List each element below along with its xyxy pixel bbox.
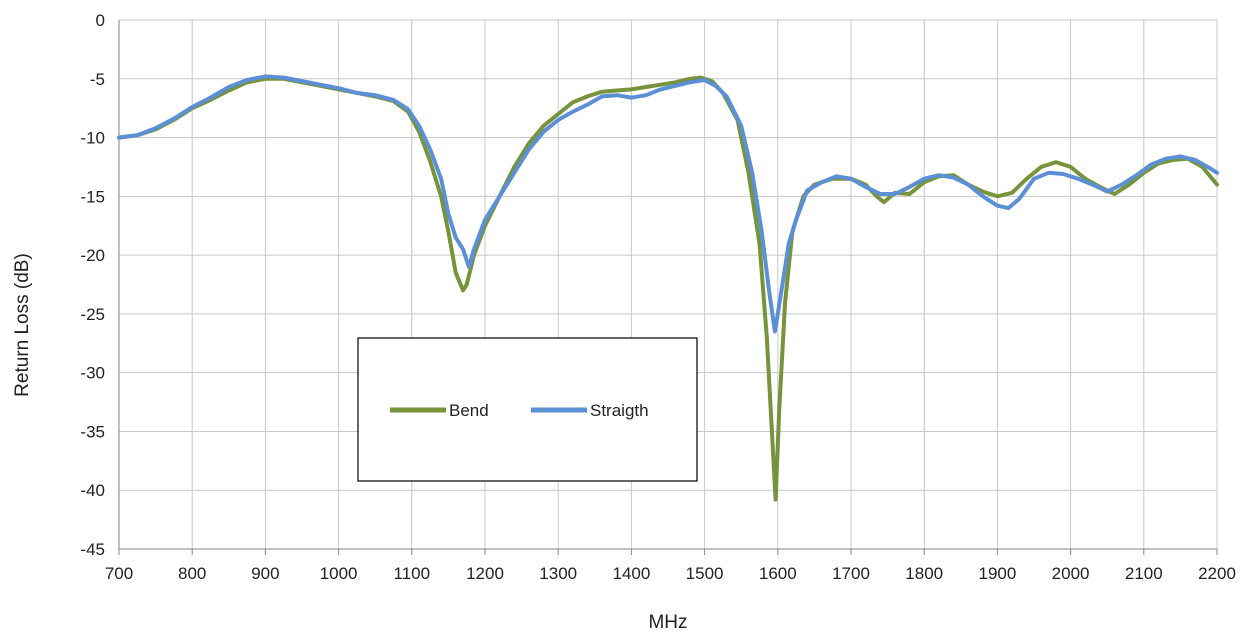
x-tick-label: 700 <box>105 564 133 583</box>
x-tick-label: 1500 <box>686 564 724 583</box>
x-tick-label: 800 <box>178 564 206 583</box>
y-tick-label: -15 <box>80 187 105 206</box>
x-tick-label: 1100 <box>394 564 431 583</box>
x-tick-label: 1400 <box>612 564 650 583</box>
y-tick-label: -45 <box>80 540 105 559</box>
x-tick-label: 1000 <box>320 564 358 583</box>
y-tick-label: -25 <box>80 305 105 324</box>
x-tick-label: 1800 <box>905 564 943 583</box>
x-tick-label: 1600 <box>759 564 797 583</box>
x-tick-labels: 700 800 900 1000 1100 1200 1300 1400 1500 1600 170… <box>105 564 1236 583</box>
y-tick-label: -40 <box>80 481 105 500</box>
x-tick-label: 2100 <box>1125 564 1163 583</box>
series-line-straigth <box>117 74 1219 334</box>
series-lines <box>117 74 1219 502</box>
y-tick-label: -20 <box>80 246 105 265</box>
y-tick-label: 0 <box>96 11 105 30</box>
y-tick-label: -35 <box>80 422 105 441</box>
x-tick-label: 1300 <box>539 564 577 583</box>
x-tick-label: 2000 <box>1052 564 1090 583</box>
x-tick-label: 1200 <box>466 564 504 583</box>
legend: Bend Straigth <box>357 337 698 482</box>
legend-label-bend: Bend <box>449 401 489 420</box>
y-tick-label: -30 <box>80 364 105 383</box>
legend-label-straigth: Straigth <box>590 401 649 420</box>
y-tick-label: -5 <box>90 70 105 89</box>
x-tick-label: 1900 <box>978 564 1016 583</box>
x-tick-label: 1700 <box>832 564 870 583</box>
y-axis-title: Return Loss (dB) <box>12 253 33 397</box>
y-tick-labels: 0 -5 -10 -15 -20 -25 -30 -35 -40 -45 <box>80 11 105 559</box>
x-tick-label: 2200 <box>1198 564 1236 583</box>
y-tick-label: -10 <box>80 129 105 148</box>
x-axis-title: MHz <box>648 612 687 633</box>
x-tick-label: 900 <box>251 564 279 583</box>
